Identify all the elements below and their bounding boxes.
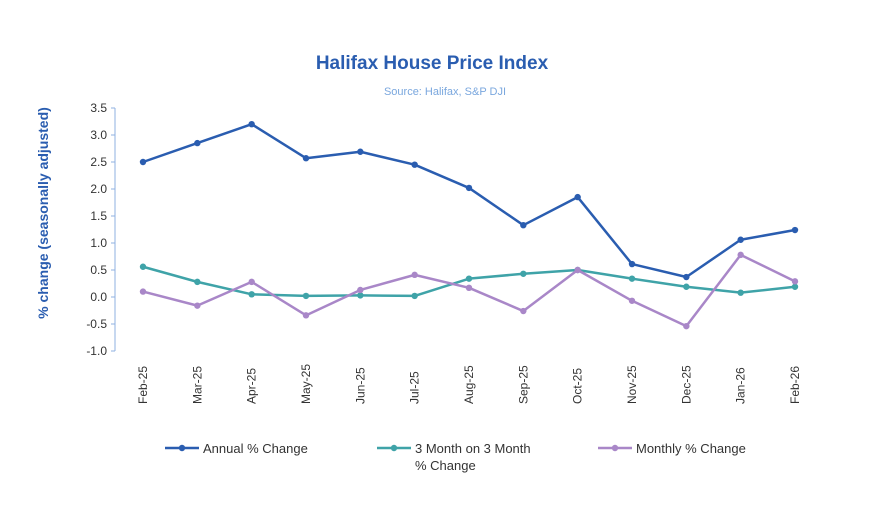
data-point <box>411 161 418 168</box>
data-point <box>737 236 744 243</box>
data-point <box>302 312 310 319</box>
y-tick-label: 3.5 <box>90 101 107 115</box>
legend-label: Monthly % Change <box>636 441 746 456</box>
data-point <box>628 297 636 304</box>
data-point <box>248 278 255 286</box>
data-point <box>357 286 364 294</box>
data-point <box>574 193 581 201</box>
y-tick-label: -1.0 <box>86 344 107 358</box>
data-point <box>628 275 636 282</box>
data-point <box>357 292 364 299</box>
data-point <box>411 271 418 279</box>
data-point <box>194 139 201 147</box>
x-tick-label: Sep-25 <box>516 365 530 404</box>
data-point <box>791 283 799 290</box>
data-point <box>248 121 255 128</box>
x-tick-label: Nov-25 <box>625 365 639 404</box>
y-axis-label: % change (seasonally adjusted) <box>35 107 51 319</box>
data-point <box>737 289 744 296</box>
x-tick-label: Jul-25 <box>408 371 422 404</box>
data-point <box>465 184 473 192</box>
data-point <box>302 292 310 300</box>
data-point <box>248 291 255 298</box>
legend-marker <box>611 444 619 452</box>
data-point <box>683 273 690 281</box>
x-tick-label: Mar-25 <box>190 366 204 404</box>
data-point <box>520 270 527 277</box>
legend-label: 3 Month on 3 Month <box>415 441 531 456</box>
y-tick-label: -0.5 <box>86 317 107 331</box>
data-point <box>302 155 310 162</box>
data-point <box>683 322 690 330</box>
chart-subtitle: Source: Halifax, S&P DJI <box>384 86 506 98</box>
x-tick-label: Aug-25 <box>462 365 476 404</box>
data-point <box>683 283 690 290</box>
data-point <box>520 221 527 229</box>
data-point <box>465 284 473 292</box>
x-tick-label: Jun-25 <box>353 367 367 404</box>
legend-marker <box>390 444 398 452</box>
data-point <box>791 278 799 285</box>
x-tick-label: May-25 <box>299 364 313 404</box>
data-point <box>194 302 201 309</box>
legend-marker <box>178 444 186 452</box>
y-tick-label: 0.0 <box>90 290 107 304</box>
legend-label: % Change <box>415 458 476 473</box>
y-tick-label: 0.5 <box>90 263 107 277</box>
data-point <box>357 148 364 155</box>
chart-title: Halifax House Price Index <box>316 53 549 74</box>
data-point <box>520 307 527 315</box>
series-line-0 <box>142 122 796 279</box>
x-tick-label: Apr-25 <box>245 368 259 404</box>
y-tick-label: 1.5 <box>90 209 107 223</box>
data-point <box>411 292 418 300</box>
data-point <box>139 288 147 295</box>
y-tick-label: 2.5 <box>90 155 107 169</box>
y-tick-label: 3.0 <box>90 128 107 142</box>
x-tick-label: Oct-25 <box>571 368 585 404</box>
data-point <box>574 266 581 274</box>
data-point <box>194 278 201 286</box>
x-tick-label: Jan-26 <box>734 367 748 404</box>
y-tick-label: 2.0 <box>90 182 107 196</box>
x-tick-label: Feb-25 <box>136 366 150 404</box>
y-tick-label: 1.0 <box>90 236 107 250</box>
data-point <box>737 251 744 259</box>
legend-label: Annual % Change <box>203 441 308 456</box>
data-point <box>139 263 147 270</box>
data-point <box>791 226 799 234</box>
data-point <box>465 275 473 282</box>
data-point <box>139 158 147 166</box>
data-point <box>628 260 636 268</box>
x-tick-label: Dec-25 <box>679 365 693 404</box>
x-tick-label: Feb-26 <box>788 366 802 404</box>
